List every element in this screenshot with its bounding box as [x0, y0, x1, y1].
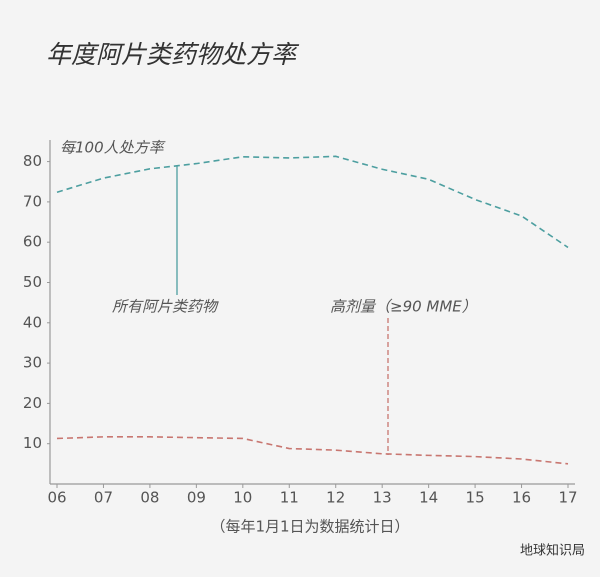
- y-tick-label: 80: [23, 152, 42, 170]
- series-label: 所有阿片类药物: [112, 298, 219, 316]
- y-tick-label: 20: [23, 394, 42, 412]
- x-tick-label: 14: [419, 489, 438, 507]
- x-tick-label: 11: [280, 489, 299, 507]
- series-label: 高剂量（≥90 MME）: [330, 298, 477, 316]
- x-axis-label: （每年1月1日为数据统计日）: [210, 518, 409, 536]
- series-line: [56, 436, 569, 465]
- y-axis-label: 每100人处方率: [60, 139, 166, 157]
- x-tick-label: 12: [326, 489, 345, 507]
- x-tick-label: 07: [94, 489, 113, 507]
- x-tick-label: 08: [140, 489, 159, 507]
- y-tick-label: 40: [23, 313, 42, 331]
- x-tick-label: 10: [233, 489, 252, 507]
- y-tick-label: 30: [23, 354, 42, 372]
- y-tick-label: 50: [23, 273, 42, 291]
- y-tick-label: 60: [23, 233, 42, 251]
- y-tick-label: 10: [23, 434, 42, 452]
- x-tick-label: 15: [466, 489, 485, 507]
- x-tick-label: 09: [187, 489, 206, 507]
- chart-title: 年度阿片类药物处方率: [46, 40, 300, 69]
- x-tick-label: 17: [558, 489, 577, 507]
- source: 地球知识局: [520, 543, 585, 559]
- y-tick-label: 70: [23, 192, 42, 210]
- x-tick-label: 06: [47, 489, 66, 507]
- x-tick-label: 13: [373, 489, 392, 507]
- x-tick-label: 16: [512, 489, 531, 507]
